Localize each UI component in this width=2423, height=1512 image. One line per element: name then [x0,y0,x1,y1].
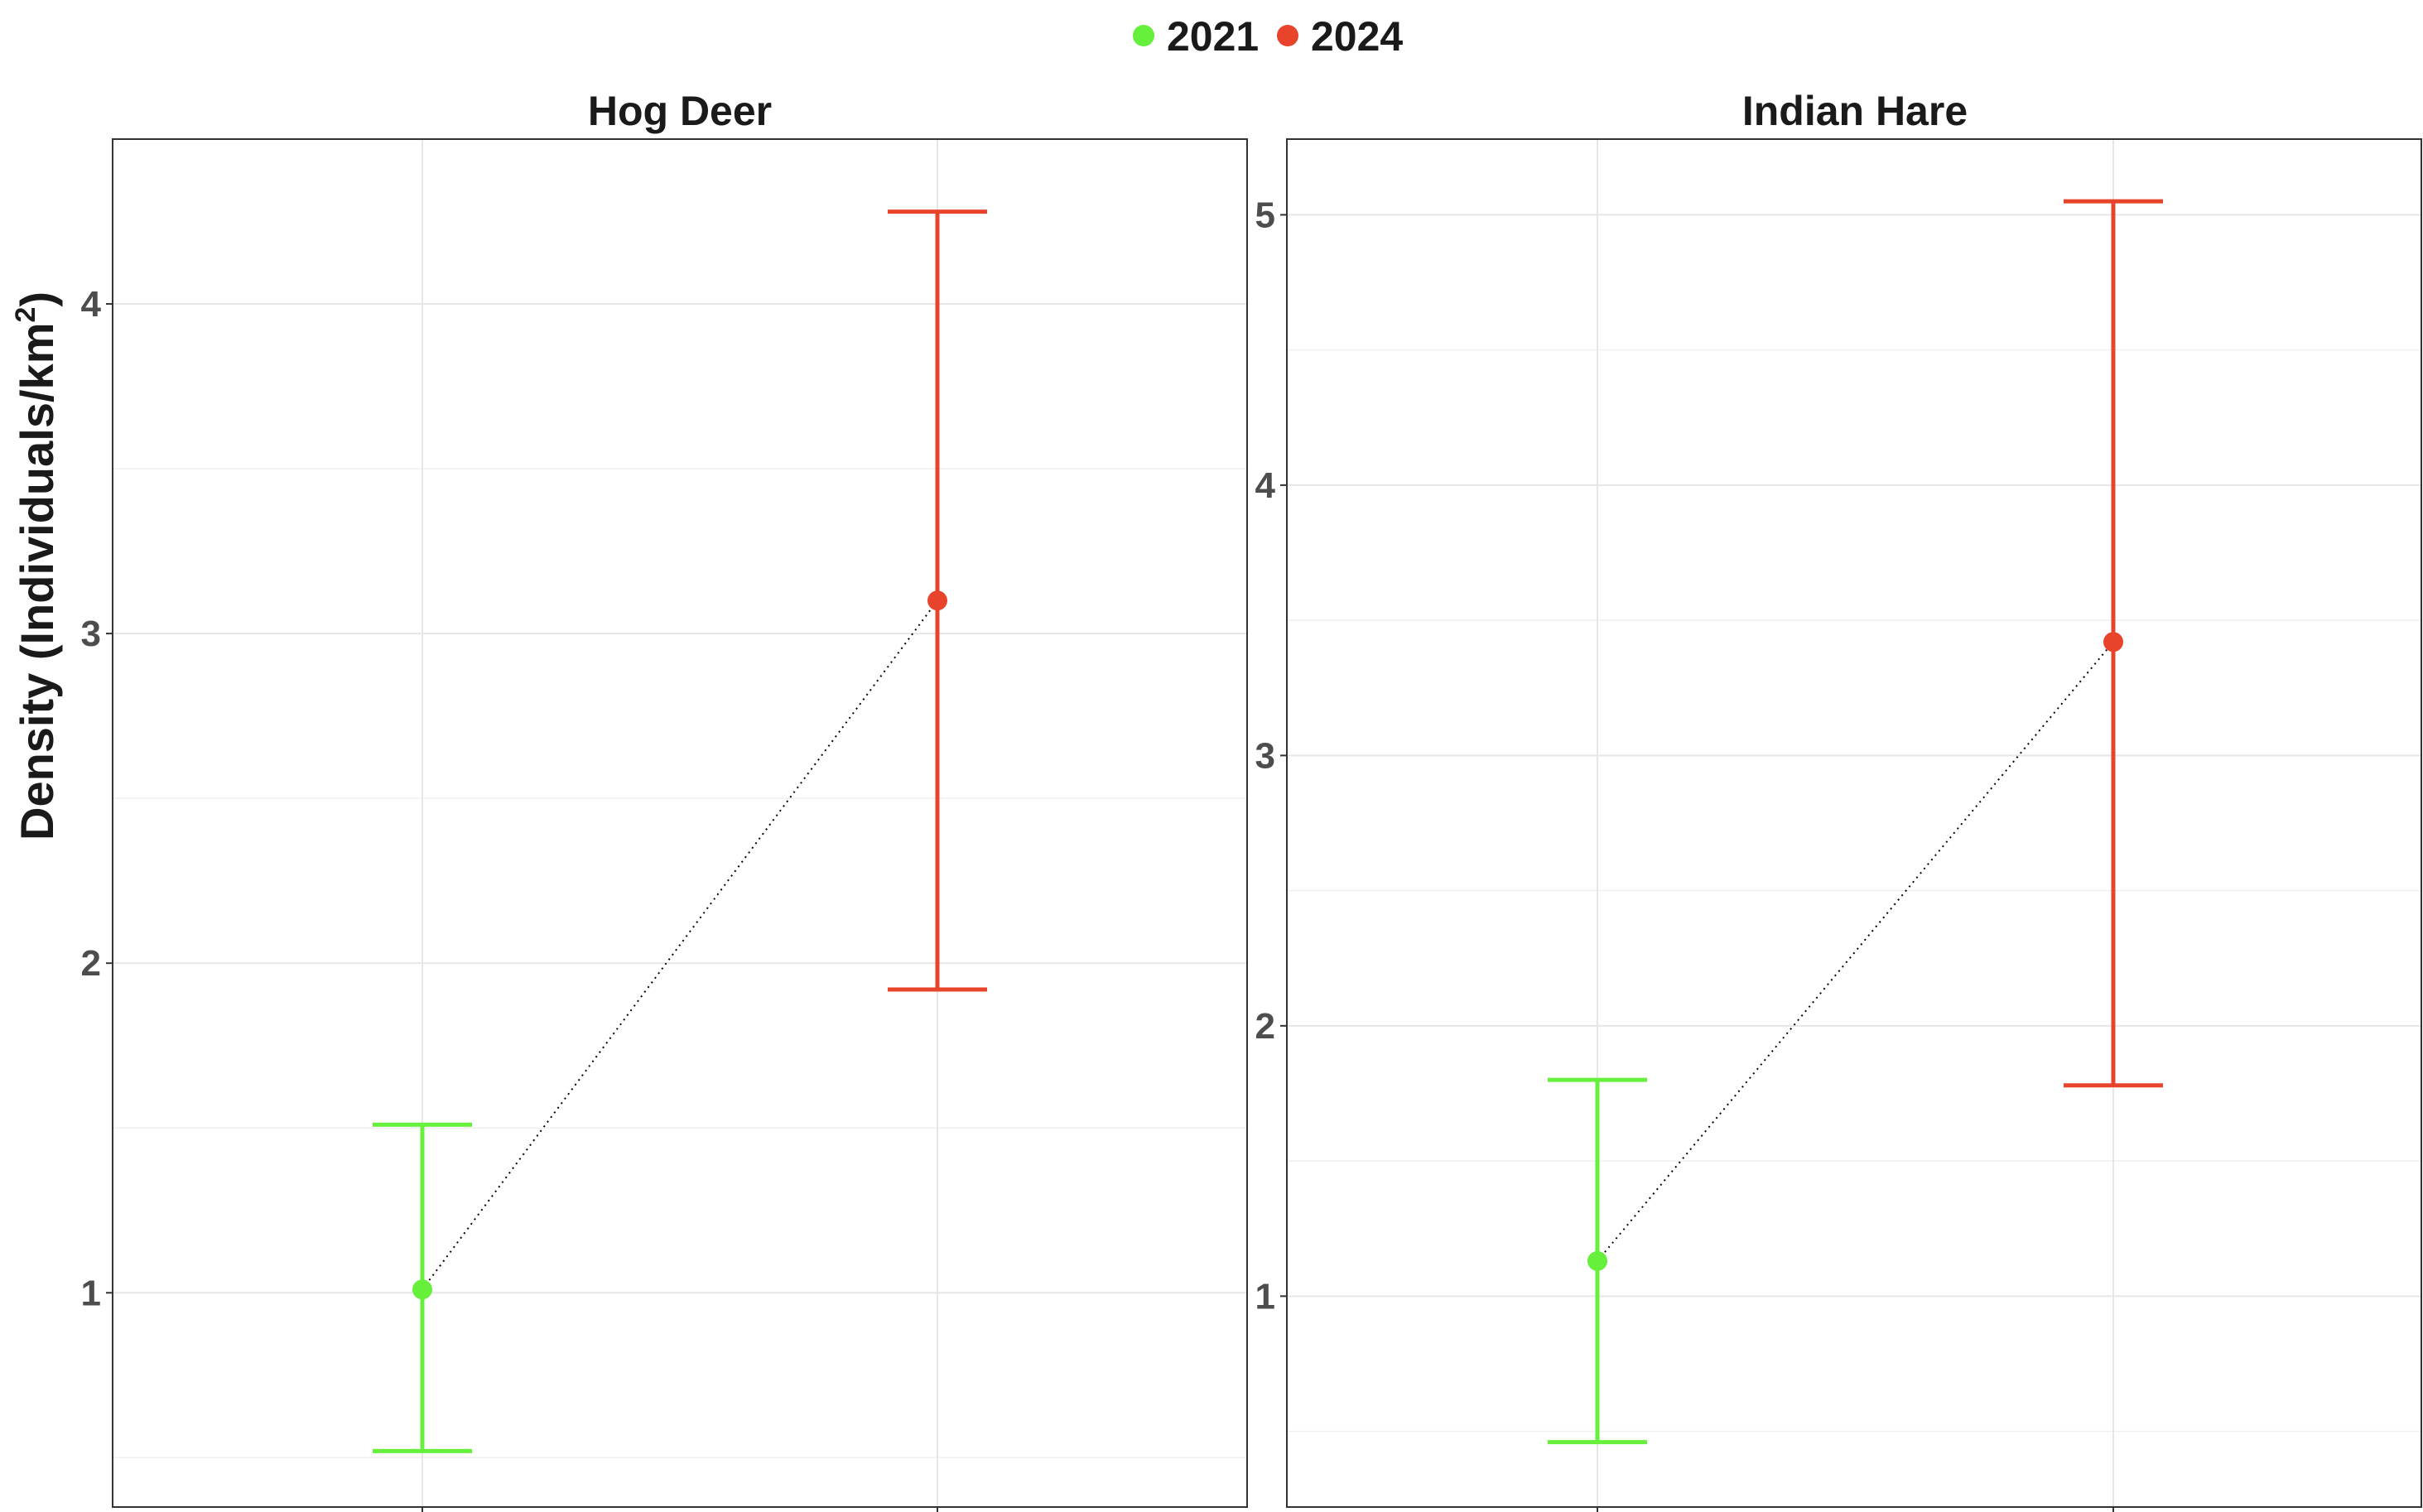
panel-indian-hare: Indian Hare 1 2 3 4 5 [1255,88,2422,1512]
panel-title-hog-deer: Hog Deer [588,88,772,134]
gridlines [1287,139,2421,1507]
panel-border [1286,138,2422,1508]
y-axis-title-sup: 2 [10,307,41,323]
y-tick-label: 1 [1255,1276,1275,1317]
data-marks [1548,199,2163,1445]
data-point-2024 [927,590,947,611]
y-axis-ticks: 1 2 3 4 [81,284,113,1313]
trend-connector [421,600,938,1290]
data-point-2021 [1587,1250,1607,1271]
y-tick-label: 3 [81,614,101,654]
data-point-2021 [412,1279,432,1300]
y-tick-label: 2 [81,943,101,984]
y-axis-title-main: Density (Individuals/km [11,323,63,841]
y-tick-label: 2 [1255,1006,1275,1047]
legend-marker-2021 [1133,25,1154,46]
x-axis-ticks [1597,1507,2114,1512]
y-axis-ticks: 1 2 3 4 5 [1255,195,1287,1317]
trend-connector [1597,641,2114,1262]
legend-label-2024: 2024 [1311,13,1403,60]
y-tick-label: 5 [1255,195,1275,235]
legend-marker-2024 [1277,25,1298,46]
gridlines [113,138,1247,1507]
y-tick-label: 4 [81,284,102,325]
y-axis-title: Density (Individuals/km2) [10,291,63,840]
legend: 2021 2024 [1133,13,1403,60]
panel-title-indian-hare: Indian Hare [1742,88,1968,134]
y-tick-label: 1 [81,1273,101,1313]
data-point-2024 [2103,632,2123,652]
y-tick-label: 3 [1255,735,1275,776]
panel-border [112,138,1248,1508]
data-marks [373,209,987,1453]
panel-hog-deer: Hog Deer 1 2 3 4 [81,88,1248,1512]
legend-label-2021: 2021 [1167,13,1259,60]
y-axis-title-close: ) [11,291,63,307]
x-axis-ticks [421,1507,938,1512]
y-tick-label: 4 [1255,465,1276,506]
